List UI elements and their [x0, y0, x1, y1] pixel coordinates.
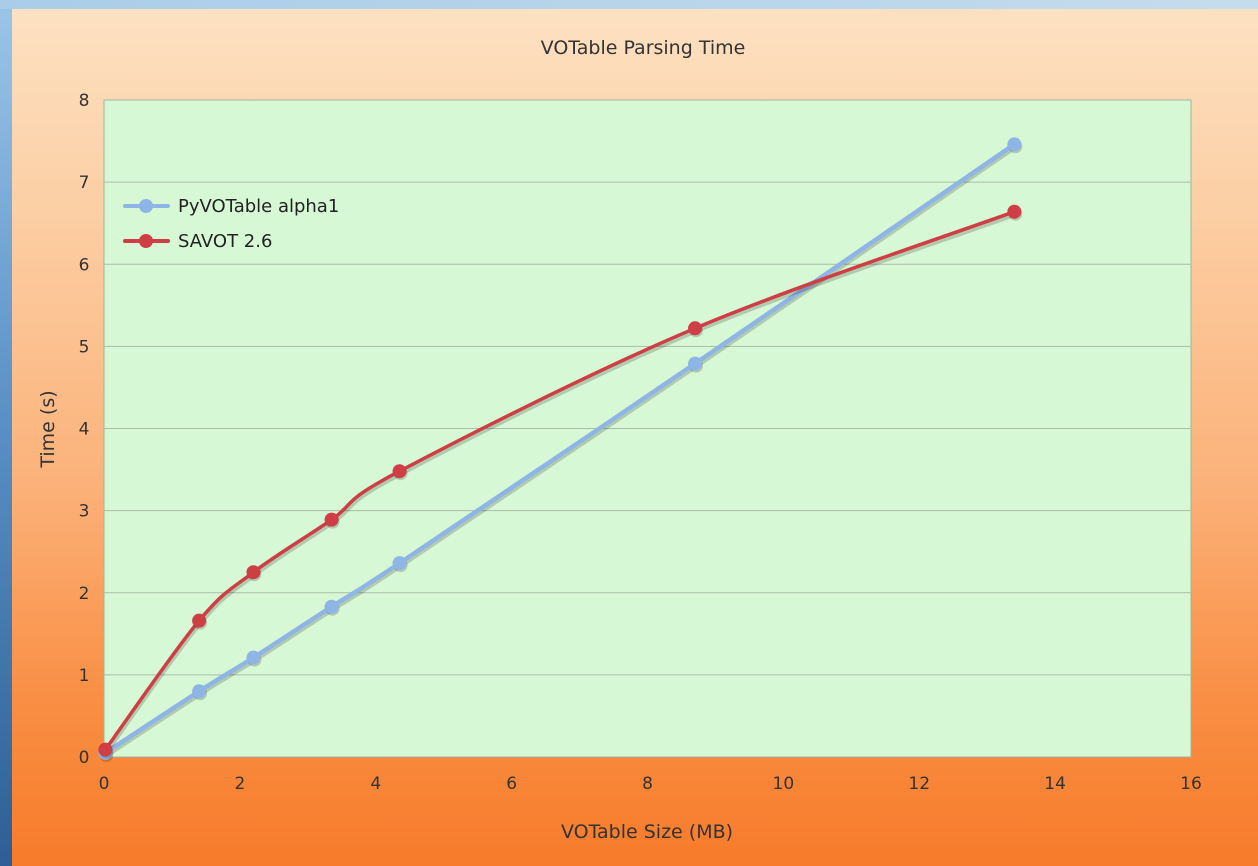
data-point-savot: [1007, 204, 1022, 219]
x-tick-label: 6: [506, 774, 517, 794]
x-tick-label: 4: [370, 774, 381, 794]
y-tick-label: 4: [79, 420, 90, 440]
data-series: [98, 137, 1023, 762]
legend: PyVOTable alpha1 SAVOT 2.6: [123, 196, 339, 252]
y-tick-label: 8: [79, 91, 90, 111]
data-point-pyvotable: [324, 599, 339, 614]
y-tick-label: 6: [79, 255, 90, 275]
x-axis-label: VOTable Size (MB): [561, 821, 733, 843]
x-tick-label: 14: [1044, 774, 1066, 794]
chart-title: VOTable Parsing Time: [541, 37, 746, 59]
window-edge-top: [0, 0, 1258, 9]
y-tick-label: 0: [79, 748, 90, 768]
series-line-pyvotable: [104, 142, 1016, 755]
x-tick-label: 0: [99, 774, 110, 794]
series-shadow-pyvotable: [105, 145, 1017, 758]
y-axis-label: Time (s): [37, 390, 59, 468]
x-tick-label: 12: [908, 774, 930, 794]
chart-panel: VOTable Parsing Time 0 1 2 3 4 5 6 7 8 0 2 4 6 8 10 12 1…: [12, 9, 1258, 866]
legend-marker-pyvotable: [139, 199, 153, 213]
data-point-pyvotable: [192, 684, 207, 699]
y-tick-label: 2: [79, 584, 90, 604]
data-point-pyvotable: [392, 556, 407, 571]
y-tick-label: 5: [79, 337, 90, 357]
data-point-savot: [688, 321, 703, 336]
legend-label-savot: SAVOT 2.6: [178, 231, 272, 252]
y-tick-label: 3: [79, 502, 90, 522]
x-tick-label: 10: [773, 774, 795, 794]
data-point-savot: [98, 742, 113, 757]
data-point-savot: [324, 512, 339, 527]
data-point-savot: [192, 613, 207, 628]
x-tick-label: 8: [642, 774, 653, 794]
y-tick-label: 7: [79, 173, 90, 193]
legend-marker-savot: [139, 234, 153, 248]
data-point-pyvotable: [1007, 137, 1022, 152]
data-point-savot: [246, 565, 261, 580]
x-tick-label: 16: [1180, 774, 1202, 794]
data-point-pyvotable: [246, 650, 261, 665]
grid-lines: [104, 181, 1191, 676]
x-tick-label: 2: [234, 774, 245, 794]
data-point-pyvotable: [688, 356, 703, 371]
data-point-savot: [392, 464, 407, 479]
window-edge-left: [0, 0, 12, 866]
legend-label-pyvotable: PyVOTable alpha1: [178, 196, 339, 217]
y-tick-label: 1: [79, 666, 90, 686]
